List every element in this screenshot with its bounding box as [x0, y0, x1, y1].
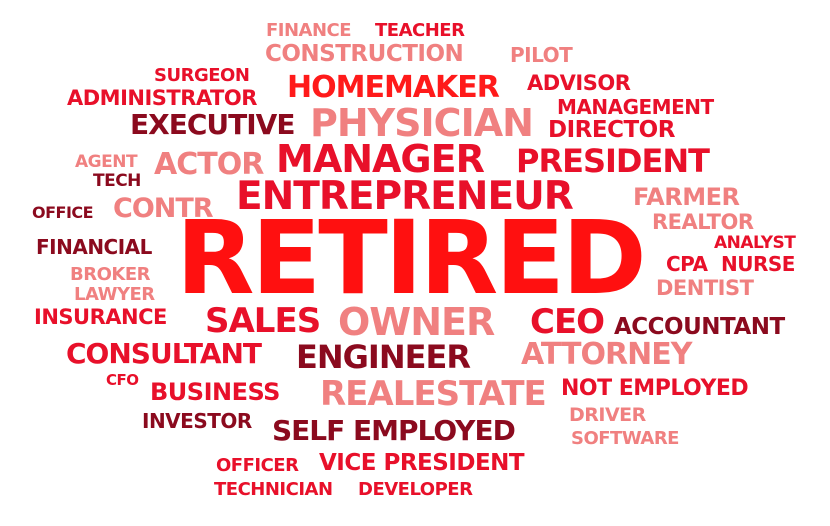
word: INSURANCE [34, 305, 167, 329]
word: FINANCE [266, 20, 352, 41]
word: HOMEMAKER [287, 70, 500, 105]
word: ADVISOR [527, 71, 631, 95]
word: NURSE [721, 252, 795, 276]
word: CONSULTANT [66, 337, 262, 370]
word: LAWYER [74, 284, 155, 305]
word: RETIRED [176, 199, 647, 318]
word: DRIVER [569, 404, 646, 426]
word: ENTREPRENEUR [236, 174, 574, 219]
word: DENTIST [656, 276, 754, 300]
word: OFFICER [216, 455, 299, 476]
word: VICE PRESIDENT [319, 450, 525, 476]
word: SALES [205, 301, 321, 341]
word: NOT EMPLOYED [561, 376, 749, 401]
word: TEACHER [375, 20, 465, 41]
word: CFO [106, 371, 139, 389]
word: INVESTOR [142, 409, 252, 433]
word: ACCOUNTANT [614, 314, 785, 340]
word: MANAGEMENT [557, 95, 714, 119]
word: ACTOR [154, 147, 264, 182]
word: CONTR [113, 193, 214, 224]
word: FARMER [633, 183, 740, 211]
word: ADMINISTRATOR [67, 86, 257, 110]
word: CEO [530, 302, 605, 342]
word: DEVELOPER [358, 479, 473, 500]
word: CPA [666, 252, 708, 276]
word: DIRECTOR [548, 117, 675, 143]
word: TECH [93, 171, 141, 191]
word: PILOT [510, 43, 573, 67]
word: BUSINESS [150, 378, 280, 406]
word: PRESIDENT [516, 142, 710, 180]
word: ENGINEER [296, 338, 471, 376]
word: OWNER [338, 300, 495, 344]
word: MANAGER [276, 137, 485, 181]
word: EXECUTIVE [130, 108, 295, 141]
word: AGENT [75, 152, 138, 172]
word: ATTORNEY [521, 337, 692, 372]
word: REALESTATE [320, 374, 547, 414]
word: BROKER [70, 264, 151, 285]
word: REALTOR [652, 210, 754, 234]
word: ANALYST [714, 233, 796, 253]
word: CONSTRUCTION [265, 41, 464, 67]
word: PHYSICIAN [310, 101, 534, 145]
word: SELF EMPLOYED [272, 414, 516, 447]
word: TECHNICIAN [214, 479, 333, 500]
word: FINANCIAL [36, 235, 152, 259]
word: SURGEON [154, 65, 250, 86]
word: SOFTWARE [571, 428, 679, 449]
word: OFFICE [32, 203, 94, 222]
